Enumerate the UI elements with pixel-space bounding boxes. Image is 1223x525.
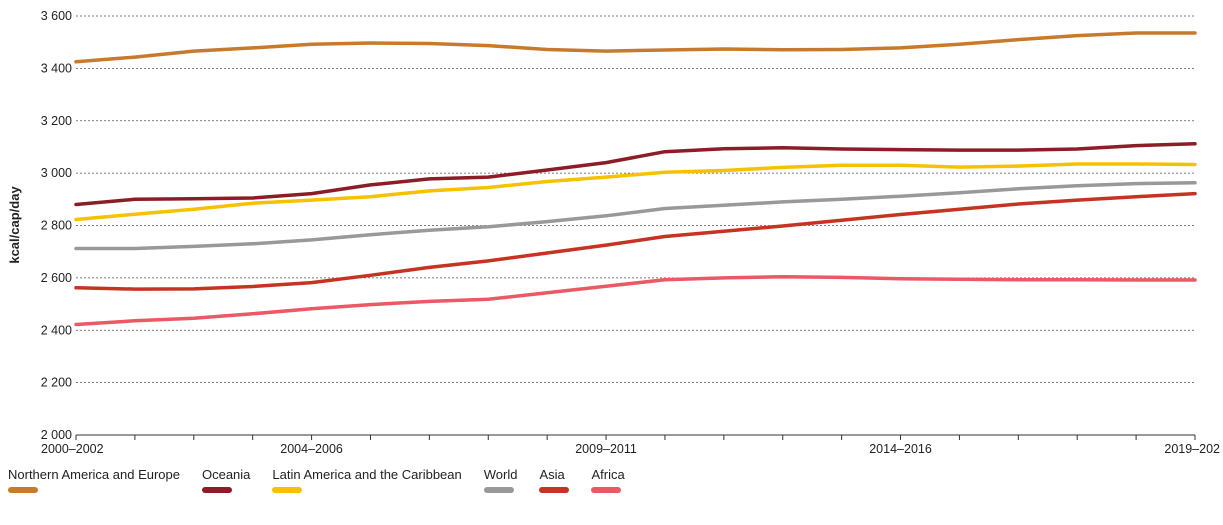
y-tick-label: 3 400 <box>41 61 72 75</box>
legend-item: Africa <box>591 467 625 493</box>
y-tick-label: 2 600 <box>41 271 72 285</box>
y-axis-label: kcal/cap/day <box>7 186 22 264</box>
y-tick-label: 3 600 <box>41 9 72 23</box>
series-lines <box>74 31 1197 327</box>
y-tick-label: 2 800 <box>41 219 72 233</box>
legend-item: Oceania <box>201 467 251 493</box>
legend-item: World <box>483 467 518 493</box>
legend-label: World <box>483 467 518 482</box>
legend-swatch <box>272 487 303 493</box>
legend-swatch <box>8 487 38 493</box>
y-tick-label: 2 000 <box>41 428 72 442</box>
x-tick-label: 2000–2002 <box>41 442 104 456</box>
x-tick-labels: 2000–2002 2004–2006 2009–2011 2014–2016 2019… <box>41 442 1220 456</box>
series-line-world <box>74 181 1197 251</box>
legend: Northern America and Europe Oceania Latin … <box>8 467 647 493</box>
legend-item: Northern America and Europe <box>8 467 180 493</box>
x-tick-label: 2009–2011 <box>575 442 637 456</box>
legend-item: Latin America and the Caribbean <box>272 467 462 493</box>
x-tick-label: 2014–2016 <box>869 442 932 456</box>
y-tick-label: 2 400 <box>41 323 72 337</box>
axes <box>75 434 1196 440</box>
y-tick-label: 3 000 <box>41 166 72 180</box>
x-tick-label: 2019–202 <box>1164 442 1220 456</box>
legend-swatch <box>483 487 514 493</box>
series-line-asia <box>74 191 1197 291</box>
x-tick-label: 2004–2006 <box>280 442 343 456</box>
series-line-africa <box>74 275 1197 327</box>
y-tick-label: 2 200 <box>41 376 72 390</box>
legend-swatch <box>539 487 570 493</box>
legend-label: Oceania <box>201 467 251 482</box>
legend-label: Northern America and Europe <box>8 467 180 482</box>
series-line-latin-america-and-the-caribbean <box>74 162 1197 222</box>
line-chart: 2 000 2 200 2 400 2 600 2 800 3 000 3 200 3 400… <box>7 9 1220 456</box>
series-line-northern-america-and-europe <box>74 31 1197 64</box>
legend-label: Africa <box>591 467 625 482</box>
legend-label: Latin America and the Caribbean <box>272 467 462 482</box>
legend-swatch <box>591 487 622 493</box>
legend-item: Asia <box>539 467 570 493</box>
series-line-oceania <box>74 142 1197 207</box>
y-tick-label: 3 200 <box>41 114 72 128</box>
y-tick-labels: 2 000 2 200 2 400 2 600 2 800 3 000 3 200 3 400… <box>41 9 72 442</box>
legend-swatch <box>201 487 232 493</box>
legend-label: Asia <box>539 467 565 482</box>
